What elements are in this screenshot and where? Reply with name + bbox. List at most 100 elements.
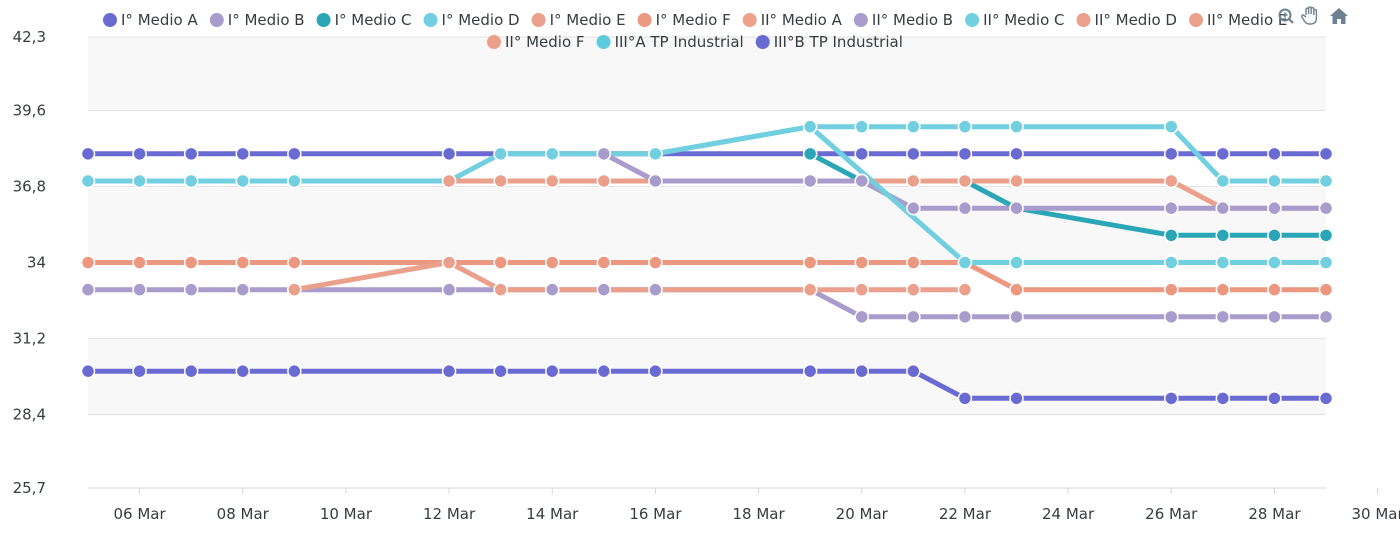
data-point-iii-b-tp-industrial[interactable] xyxy=(235,363,250,379)
data-point-iii-b-tp-industrial[interactable] xyxy=(1164,391,1179,406)
data-point-i-medio-c[interactable] xyxy=(1267,228,1282,243)
data-point-i-medio-b[interactable] xyxy=(648,282,663,297)
data-point-iii-b-tp-industrial[interactable] xyxy=(1009,391,1024,406)
data-point-ii-medio-c[interactable] xyxy=(802,119,818,134)
data-point-ii-medio-b[interactable] xyxy=(1164,200,1179,216)
data-point-i-medio-b[interactable] xyxy=(906,309,921,325)
chart-toolbar[interactable] xyxy=(1278,6,1349,25)
data-point-iii-b-tp-industrial[interactable] xyxy=(957,391,973,406)
legend-item-iii-a-tp-industrial[interactable]: III°A TP Industrial xyxy=(596,33,744,51)
data-point-iii-b-tp-industrial[interactable] xyxy=(906,363,921,379)
data-point-iii-b-tp-industrial[interactable] xyxy=(854,363,869,379)
data-point-ii-medio-b[interactable] xyxy=(648,173,663,189)
data-point-iii-b-tp-industrial[interactable] xyxy=(441,363,457,379)
legend-item-i-medio-f[interactable]: I° Medio F xyxy=(637,11,731,29)
legend-item-ii-medio-c[interactable]: II° Medio C xyxy=(965,11,1065,29)
data-point-i-medio-a[interactable] xyxy=(287,146,302,162)
legend-item-ii-medio-d[interactable]: II° Medio D xyxy=(1076,11,1177,29)
data-point-i-medio-e[interactable] xyxy=(906,173,921,189)
data-point-ii-medio-b[interactable] xyxy=(1318,200,1334,216)
data-point-iii-b-tp-industrial[interactable] xyxy=(1215,391,1231,406)
data-point-iii-b-tp-industrial[interactable] xyxy=(596,363,612,379)
data-point-ii-medio-c[interactable] xyxy=(1009,255,1024,270)
data-point-i-medio-f[interactable] xyxy=(1164,282,1179,297)
legend-item-iii-b-tp-industrial[interactable]: III°B TP Industrial xyxy=(755,33,903,51)
data-point-i-medio-c[interactable] xyxy=(1318,228,1334,243)
data-point-ii-medio-b[interactable] xyxy=(596,146,612,162)
legend-item-i-medio-a[interactable]: I° Medio A xyxy=(103,11,198,29)
data-point-ii-medio-a[interactable] xyxy=(493,282,508,297)
data-point-i-medio-e[interactable] xyxy=(1009,173,1024,189)
data-point-i-medio-b[interactable] xyxy=(183,282,199,297)
data-point-i-medio-f[interactable] xyxy=(80,255,96,270)
data-point-i-medio-d[interactable] xyxy=(545,146,560,162)
data-point-i-medio-d[interactable] xyxy=(854,119,869,134)
data-point-iii-b-tp-industrial[interactable] xyxy=(802,363,818,379)
data-point-i-medio-d[interactable] xyxy=(80,173,96,189)
data-point-i-medio-d[interactable] xyxy=(1215,173,1231,189)
legend-item-i-medio-e[interactable]: I° Medio E xyxy=(531,11,626,29)
data-point-i-medio-d[interactable] xyxy=(1009,119,1024,134)
data-point-i-medio-a[interactable] xyxy=(1318,146,1334,162)
data-point-iii-b-tp-industrial[interactable] xyxy=(183,363,199,379)
data-point-i-medio-f[interactable] xyxy=(1009,282,1024,297)
data-point-i-medio-b[interactable] xyxy=(1318,309,1334,325)
data-point-ii-medio-b[interactable] xyxy=(957,200,973,216)
data-point-iii-b-tp-industrial[interactable] xyxy=(1267,391,1282,406)
legend-item-i-medio-c[interactable]: I° Medio C xyxy=(316,11,412,29)
data-point-i-medio-d[interactable] xyxy=(957,119,973,134)
data-point-ii-medio-b[interactable] xyxy=(906,200,921,216)
legend-item-i-medio-d[interactable]: I° Medio D xyxy=(423,11,520,29)
data-point-i-medio-a[interactable] xyxy=(1009,146,1024,162)
legend-item-ii-medio-f[interactable]: II° Medio F xyxy=(487,33,585,51)
data-point-i-medio-a[interactable] xyxy=(957,146,973,162)
data-point-ii-medio-a[interactable] xyxy=(854,282,869,297)
data-point-i-medio-a[interactable] xyxy=(1215,146,1231,162)
data-point-ii-medio-c[interactable] xyxy=(1267,255,1282,270)
data-point-ii-medio-b[interactable] xyxy=(802,173,818,189)
data-point-i-medio-f[interactable] xyxy=(1318,282,1334,297)
data-point-i-medio-f[interactable] xyxy=(493,255,508,270)
data-point-i-medio-f[interactable] xyxy=(802,255,818,270)
data-point-i-medio-d[interactable] xyxy=(235,173,250,189)
data-point-i-medio-a[interactable] xyxy=(80,146,96,162)
data-point-ii-medio-c[interactable] xyxy=(1318,255,1334,270)
data-point-ii-medio-b[interactable] xyxy=(1009,200,1024,216)
data-point-i-medio-b[interactable] xyxy=(1267,309,1282,325)
data-point-i-medio-e[interactable] xyxy=(545,173,560,189)
data-point-ii-medio-c[interactable] xyxy=(957,255,973,270)
data-point-iii-b-tp-industrial[interactable] xyxy=(132,363,147,379)
data-point-i-medio-c[interactable] xyxy=(1215,228,1231,243)
data-point-i-medio-b[interactable] xyxy=(235,282,250,297)
data-point-ii-medio-a[interactable] xyxy=(287,282,302,297)
data-point-i-medio-b[interactable] xyxy=(854,309,869,325)
data-point-i-medio-e[interactable] xyxy=(957,173,973,189)
data-point-i-medio-b[interactable] xyxy=(1164,309,1179,325)
data-point-i-medio-b[interactable] xyxy=(545,282,560,297)
data-point-ii-medio-b[interactable] xyxy=(1267,200,1282,216)
data-point-iii-b-tp-industrial[interactable] xyxy=(648,363,663,379)
data-point-i-medio-c[interactable] xyxy=(1164,228,1179,243)
data-point-i-medio-e[interactable] xyxy=(1164,173,1179,189)
data-point-i-medio-b[interactable] xyxy=(1215,309,1231,325)
data-point-i-medio-d[interactable] xyxy=(132,173,147,189)
data-point-i-medio-a[interactable] xyxy=(1164,146,1179,162)
data-point-i-medio-f[interactable] xyxy=(235,255,250,270)
data-point-i-medio-f[interactable] xyxy=(132,255,147,270)
data-point-i-medio-d[interactable] xyxy=(1318,173,1334,189)
data-point-i-medio-e[interactable] xyxy=(596,173,612,189)
data-point-i-medio-f[interactable] xyxy=(854,255,869,270)
data-point-i-medio-f[interactable] xyxy=(287,255,302,270)
data-point-i-medio-d[interactable] xyxy=(906,119,921,134)
pan-hand-icon[interactable] xyxy=(1301,6,1318,25)
data-point-i-medio-f[interactable] xyxy=(906,255,921,270)
data-point-i-medio-a[interactable] xyxy=(1267,146,1282,162)
zoom-in-icon[interactable] xyxy=(1278,8,1294,24)
home-icon[interactable] xyxy=(1330,8,1348,24)
data-point-i-medio-b[interactable] xyxy=(1009,309,1024,325)
data-point-i-medio-a[interactable] xyxy=(906,146,921,162)
data-point-i-medio-a[interactable] xyxy=(441,146,457,162)
data-point-i-medio-f[interactable] xyxy=(1215,282,1231,297)
data-point-ii-medio-c[interactable] xyxy=(1164,255,1179,270)
data-point-ii-medio-c[interactable] xyxy=(648,146,663,162)
